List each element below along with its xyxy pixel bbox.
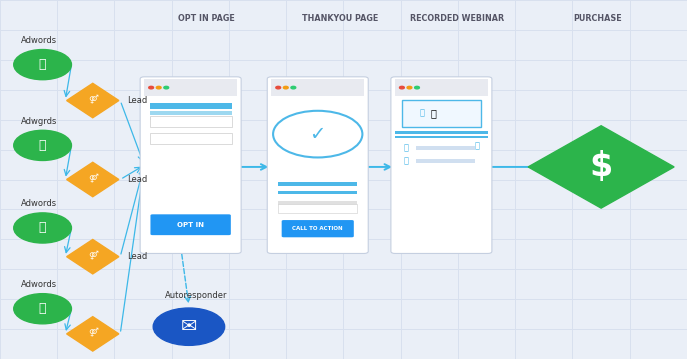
Text: 👤: 👤 (403, 156, 409, 165)
Bar (278, 191, 357, 195)
Bar (271, 79, 364, 96)
Text: RECORDED WEBINAR: RECORDED WEBINAR (409, 14, 504, 23)
Circle shape (291, 86, 295, 89)
Text: Lead: Lead (127, 252, 147, 261)
Bar (278, 201, 357, 205)
Circle shape (14, 50, 71, 80)
Circle shape (414, 86, 419, 89)
Text: CALL TO ACTION: CALL TO ACTION (293, 226, 343, 231)
Circle shape (399, 86, 404, 89)
Text: Ⓐ: Ⓐ (39, 139, 46, 152)
Circle shape (156, 86, 161, 89)
Text: Lead: Lead (127, 96, 147, 105)
Text: $: $ (589, 150, 613, 183)
Text: Adwgrds: Adwgrds (21, 117, 57, 126)
Bar (278, 182, 357, 186)
Circle shape (164, 86, 169, 89)
Polygon shape (67, 83, 119, 118)
Text: Ⓐ: Ⓐ (39, 302, 46, 315)
Bar (416, 159, 475, 163)
Text: 👤: 👤 (474, 141, 480, 150)
Circle shape (407, 86, 412, 89)
Bar (278, 204, 357, 213)
FancyBboxPatch shape (282, 220, 354, 237)
Text: 👤: 👤 (419, 109, 424, 118)
Polygon shape (67, 162, 119, 197)
Text: PURCHASE: PURCHASE (574, 14, 622, 23)
Text: Adwords: Adwords (21, 280, 57, 289)
Text: ✓: ✓ (310, 125, 326, 144)
Bar (144, 79, 237, 96)
Polygon shape (528, 126, 674, 208)
Text: 📊: 📊 (431, 108, 436, 118)
Text: OPT IN: OPT IN (177, 222, 204, 228)
Text: ⚤: ⚤ (88, 327, 98, 337)
Text: ⚤: ⚤ (88, 250, 98, 260)
Circle shape (273, 111, 363, 158)
Bar (416, 146, 475, 150)
Text: 👤: 👤 (403, 143, 409, 153)
Text: Autoresponder: Autoresponder (165, 291, 227, 300)
Text: ⚤: ⚤ (88, 173, 98, 182)
Circle shape (14, 213, 71, 243)
Circle shape (283, 86, 289, 89)
Circle shape (275, 86, 280, 89)
Text: OPT IN PAGE: OPT IN PAGE (178, 14, 234, 23)
Text: Lead: Lead (127, 175, 147, 184)
Bar (150, 111, 232, 115)
Text: Ⓐ: Ⓐ (39, 58, 46, 71)
FancyBboxPatch shape (391, 77, 492, 253)
Text: Adwords: Adwords (21, 199, 57, 208)
Bar (150, 117, 232, 120)
FancyBboxPatch shape (150, 214, 231, 235)
Polygon shape (67, 239, 119, 274)
Circle shape (14, 130, 71, 160)
Bar (395, 79, 488, 96)
Bar (150, 133, 232, 144)
Circle shape (14, 294, 71, 324)
Text: ⚤: ⚤ (88, 94, 98, 103)
FancyBboxPatch shape (140, 77, 241, 253)
FancyBboxPatch shape (267, 77, 368, 253)
Bar (395, 136, 488, 138)
Text: THANKYOU PAGE: THANKYOU PAGE (302, 14, 378, 23)
Bar (150, 103, 232, 109)
Bar (150, 116, 232, 127)
Text: Ⓐ: Ⓐ (39, 222, 46, 234)
FancyBboxPatch shape (402, 100, 481, 127)
Text: ✉: ✉ (181, 317, 197, 336)
Circle shape (153, 308, 225, 345)
Polygon shape (67, 317, 119, 351)
Bar (395, 131, 488, 134)
Circle shape (148, 86, 154, 89)
Text: Adwords: Adwords (21, 36, 57, 45)
